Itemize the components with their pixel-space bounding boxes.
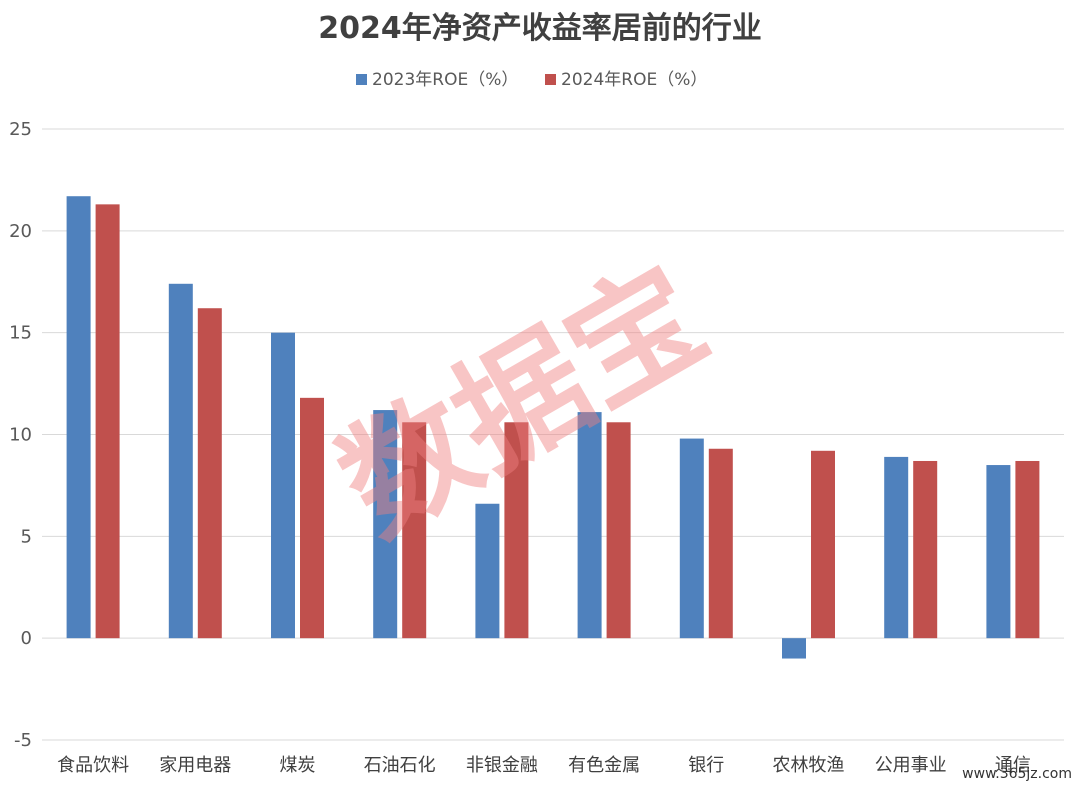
x-tick-label: 食品饮料	[57, 755, 129, 776]
bar-2023-8	[884, 456, 909, 639]
bar-2024-8	[913, 460, 938, 639]
bar-2023-2	[271, 332, 295, 639]
x-tick-label: 有色金属	[568, 755, 640, 776]
y-tick-label: 20	[9, 221, 32, 242]
legend-label-2: 2024年ROE（%）	[561, 70, 707, 90]
x-tick-label: 煤炭	[280, 755, 316, 776]
y-tick-label: 15	[9, 323, 32, 344]
x-tick-label: 通信	[995, 755, 1031, 776]
bar-2023-7	[782, 638, 806, 659]
y-axis: 25 20 15 10 5 0 -5	[9, 119, 32, 751]
chart-title: 2024年净资产收益率居前的行业	[318, 11, 762, 46]
bar-2024-7	[811, 450, 835, 639]
x-tick-label: 公用事业	[875, 755, 947, 776]
bar-2024-3	[402, 422, 427, 639]
y-tick-label: 10	[9, 425, 32, 446]
legend: 2023年ROE（%） 2024年ROE（%）	[356, 70, 707, 90]
bar-2023-0	[66, 196, 91, 639]
bar-2023-1	[168, 283, 193, 639]
legend-swatch-2	[545, 74, 556, 85]
bar-2024-9	[1015, 460, 1040, 639]
bar-2023-4	[475, 503, 500, 639]
y-tick-label: 5	[21, 526, 32, 547]
bar-2024-1	[197, 308, 222, 639]
bar-2024-5	[606, 422, 631, 639]
x-tick-label: 石油石化	[364, 755, 436, 776]
bar-2023-9	[986, 465, 1011, 639]
bar-2024-2	[300, 397, 324, 639]
x-tick-label: 农林牧渔	[773, 755, 845, 776]
bar-2023-3	[373, 410, 398, 639]
bar-2023-6	[679, 438, 704, 639]
bar-2023-5	[577, 412, 602, 639]
x-axis: 食品饮料 家用电器 煤炭 石油石化 非银金融 有色金属 银行 农林牧渔 公用事业 通信	[57, 755, 1031, 776]
legend-label-1: 2023年ROE（%）	[372, 70, 518, 90]
legend-swatch-1	[356, 74, 367, 85]
bar-2024-0	[95, 204, 120, 639]
x-tick-label: 银行	[688, 755, 724, 776]
y-tick-label: 25	[9, 119, 32, 140]
bar-2024-4	[504, 422, 529, 639]
site-mark: www.365jz.com	[962, 766, 1072, 782]
bar-2024-6	[708, 448, 733, 639]
bars	[66, 196, 1040, 659]
y-tick-label: -5	[14, 730, 32, 751]
y-tick-label: 0	[21, 628, 32, 649]
x-tick-label: 家用电器	[159, 755, 231, 776]
x-tick-label: 非银金融	[466, 755, 538, 776]
